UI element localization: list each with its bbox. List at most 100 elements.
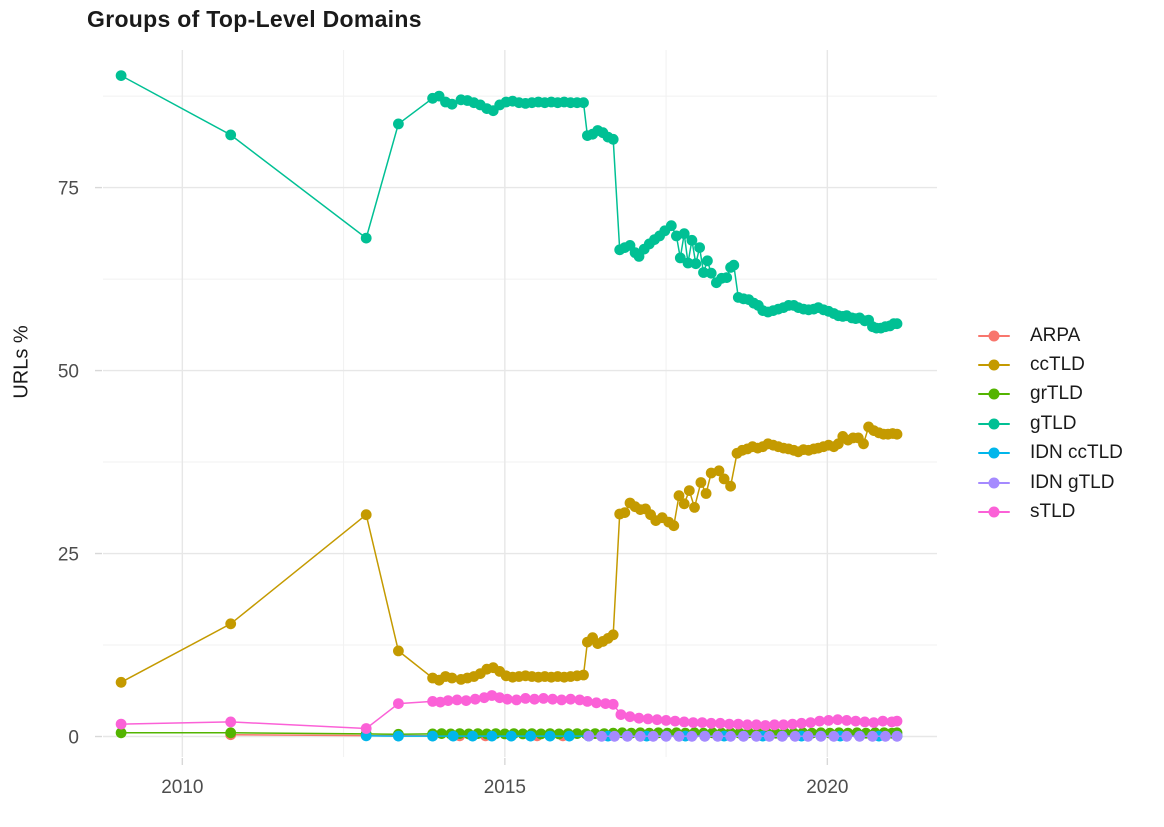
data-point-gtld: [728, 259, 740, 271]
legend-dot-icon: [988, 477, 1000, 489]
data-point-cctld: [446, 672, 458, 684]
data-point-grtld: [115, 727, 127, 739]
data-point-grtld: [225, 727, 237, 739]
data-point-gtld: [115, 70, 127, 81]
legend-item-idn-gtld: IDN gTLD: [978, 468, 1123, 497]
data-point-stld: [778, 719, 789, 731]
data-point-stld: [607, 698, 619, 710]
legend-key-glyph: [978, 417, 1010, 431]
data-point-stld: [624, 711, 636, 723]
data-point-idn-gtld: [828, 730, 840, 742]
data-point-cctld: [725, 480, 736, 492]
legend-key-glyph: [978, 446, 1010, 460]
legend: ARPA ccTLD grTLD gTLD IDN ccTLD IDN gTLD…: [978, 321, 1123, 527]
data-point-cctld: [891, 428, 903, 440]
data-point-stld: [760, 720, 771, 731]
data-point-idn-cctld: [447, 730, 459, 742]
data-point-gtld: [686, 234, 698, 246]
data-point-cctld: [713, 465, 725, 477]
data-point-idn-gtld: [789, 730, 801, 742]
legend-label: grTLD: [1030, 383, 1083, 405]
data-point-stld: [787, 718, 798, 730]
y-tick-label: 50: [58, 362, 79, 383]
data-point-idn-cctld: [505, 730, 517, 742]
series-stld: [115, 690, 903, 734]
y-tick-label: 0: [68, 728, 79, 749]
legend-key-glyph: [978, 358, 1010, 372]
data-point-idn-gtld: [699, 730, 711, 742]
x-tick-label: 2020: [806, 777, 848, 798]
legend-item-idn-cctld: IDN ccTLD: [978, 439, 1123, 468]
data-point-idn-gtld: [609, 730, 620, 742]
series-idn-gtld: [583, 730, 903, 742]
series-line-cctld: [120, 425, 898, 683]
data-point-stld: [841, 715, 853, 726]
data-point-stld: [705, 717, 717, 729]
data-point-cctld: [115, 676, 127, 688]
data-point-idn-cctld: [525, 730, 536, 742]
data-point-idn-gtld: [763, 730, 775, 742]
legend-item-grtld: grTLD: [978, 380, 1123, 409]
data-point-cctld: [700, 488, 712, 499]
data-point-stld: [502, 693, 513, 705]
legend-dot-icon: [988, 447, 1000, 459]
data-point-stld: [529, 693, 540, 705]
data-point-stld: [582, 696, 593, 707]
data-point-stld: [723, 718, 735, 730]
data-point-stld: [832, 714, 844, 726]
chart-title: Groups of Top-Level Domains: [87, 6, 422, 32]
data-point-stld: [565, 693, 576, 705]
data-point-idn-gtld: [841, 730, 853, 742]
data-point-stld: [769, 719, 780, 731]
data-point-cctld: [619, 507, 631, 518]
data-point-idn-cctld: [393, 730, 404, 742]
legend-item-arpa: ARPA: [978, 321, 1123, 350]
data-point-gtld: [665, 220, 677, 232]
data-point-gtld: [694, 242, 705, 254]
x-tick-label: 2010: [161, 777, 203, 798]
data-point-stld: [805, 717, 816, 728]
legend-key-glyph: [978, 387, 1010, 401]
data-point-idn-gtld: [854, 730, 865, 742]
data-point-idn-gtld: [751, 730, 762, 742]
legend-key-glyph: [978, 329, 1010, 343]
data-point-stld: [859, 716, 871, 728]
data-point-idn-gtld: [596, 730, 607, 742]
data-point-idn-gtld: [660, 730, 672, 742]
data-point-idn-gtld: [622, 730, 633, 742]
legend-item-cctld: ccTLD: [978, 350, 1123, 379]
data-point-stld: [742, 719, 753, 731]
data-point-cctld: [360, 509, 372, 521]
data-point-stld: [714, 717, 726, 729]
data-point-stld: [814, 715, 825, 727]
data-point-gtld: [674, 252, 686, 264]
series-line-gtld: [120, 74, 897, 329]
data-point-gtld: [721, 272, 733, 283]
legend-label: ccTLD: [1030, 354, 1085, 376]
data-point-idn-cctld: [467, 730, 478, 742]
data-point-stld: [225, 716, 237, 728]
data-point-idn-gtld: [815, 730, 827, 742]
legend-item-stld: sTLD: [978, 497, 1123, 526]
data-point-stld: [451, 694, 463, 706]
data-point-gtld: [225, 129, 237, 141]
data-point-idn-gtld: [867, 730, 878, 742]
x-tick-label: 2015: [484, 777, 526, 798]
data-point-gtld: [607, 133, 619, 145]
data-point-idn-cctld: [427, 730, 438, 742]
data-point-stld: [696, 717, 708, 728]
data-point-stld: [633, 712, 645, 724]
legend-label: IDN gTLD: [1030, 471, 1115, 493]
legend-dot-icon: [988, 330, 1000, 342]
data-point-gtld: [446, 98, 458, 110]
data-point-stld: [556, 694, 567, 706]
data-point-gtld: [678, 228, 690, 240]
data-point-stld: [538, 693, 549, 704]
data-point-gtld: [393, 118, 404, 130]
data-point-idn-gtld: [647, 730, 659, 742]
legend-key-glyph: [978, 476, 1010, 490]
legend-label: ARPA: [1030, 324, 1081, 346]
data-point-stld: [751, 719, 762, 731]
data-point-idn-gtld: [802, 730, 814, 742]
y-tick-label: 75: [58, 179, 79, 200]
